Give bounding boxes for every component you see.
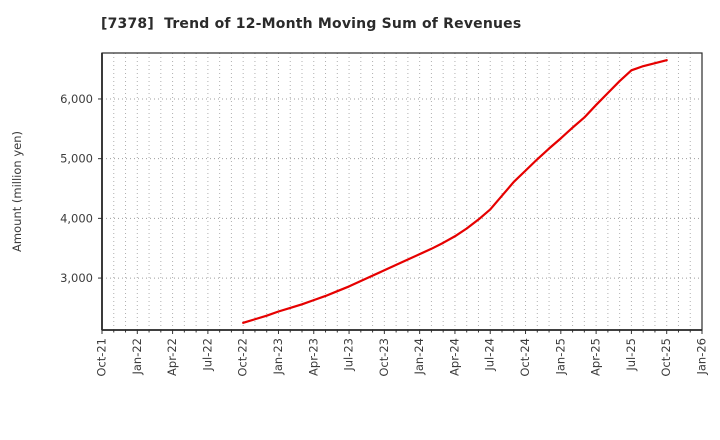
x-tick-label: Oct-21 <box>95 338 109 377</box>
y-axis-label: Amount (million yen) <box>8 53 26 330</box>
x-tick-label: Jan-23 <box>271 338 285 376</box>
chart-title: [7378] Trend of 12-Month Moving Sum of R… <box>101 16 522 32</box>
x-tick-label: Apr-22 <box>165 338 179 376</box>
y-tick-label: 3,000 <box>60 271 93 285</box>
x-tick-label: Jan-22 <box>130 338 144 376</box>
x-tick-label: Oct-22 <box>236 338 250 377</box>
x-tick-label: Jul-24 <box>483 338 497 372</box>
tick-marks <box>98 98 703 334</box>
y-tick-label: 4,000 <box>60 211 93 225</box>
x-tick-label: Jan-26 <box>695 338 709 376</box>
plot-border <box>101 52 703 331</box>
y-tick-label: 5,000 <box>60 152 93 166</box>
x-tick-label: Jul-22 <box>200 338 214 372</box>
x-tick-label: Oct-25 <box>659 338 673 377</box>
y-tick-labels: 3,000 4,000 5,000 6,000 <box>60 92 93 285</box>
x-tick-label: Apr-24 <box>447 338 461 376</box>
x-tick-label: Jul-23 <box>342 338 356 372</box>
x-tick-label: Oct-24 <box>518 338 532 377</box>
revenue-line <box>242 59 668 324</box>
x-tick-label: Apr-23 <box>306 338 320 376</box>
y-tick-label: 6,000 <box>60 92 93 106</box>
horizontal-gridlines <box>102 98 702 279</box>
x-tick-label: Jan-25 <box>553 338 567 376</box>
x-tick-label: Oct-23 <box>377 338 391 377</box>
x-tick-label: Jan-24 <box>412 338 426 376</box>
x-tick-label: Jul-25 <box>624 338 638 372</box>
y-axis-label-text: Amount (million yen) <box>10 131 24 252</box>
vertical-gridlines <box>113 53 691 330</box>
x-tick-label: Apr-25 <box>589 338 603 376</box>
x-tick-labels: Oct-21 Jan-22 Apr-22 Jul-22 Oct-22 Jan-23 Apr-… <box>95 338 709 377</box>
